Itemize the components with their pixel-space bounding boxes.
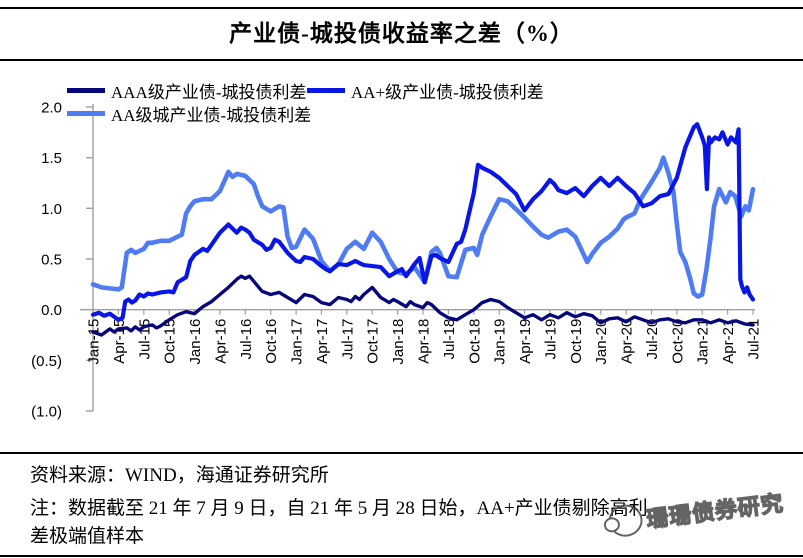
svg-text:Apr-16: Apr-16 (212, 319, 229, 364)
svg-text:Jul-19: Jul-19 (542, 319, 559, 360)
legend-item-aa-plus: AA+级产业债-城投债利差 (307, 79, 544, 102)
source-line: 资料来源：WIND，海通证券研究所 (30, 465, 329, 486)
svg-text:(1.0): (1.0) (31, 404, 62, 421)
svg-text:Apr-20: Apr-20 (619, 319, 636, 364)
note-line-2: 差极端值样本 (30, 526, 145, 547)
footer-divider-line (0, 452, 803, 454)
svg-text:Oct-19: Oct-19 (568, 319, 585, 364)
svg-text:0.5: 0.5 (41, 252, 62, 269)
note-line-1: 注：数据截至 21 年 7 月 9 日，自 21 年 5 月 28 日始，AA+… (30, 498, 648, 519)
svg-text:Jul-17: Jul-17 (339, 319, 356, 360)
svg-text:(0.5): (0.5) (31, 353, 62, 370)
bottom-border-line (0, 555, 803, 557)
footer: 资料来源：WIND，海通证券研究所 注：数据截至 21 年 7 月 9 日，自 … (30, 462, 648, 551)
svg-text:Jul-18: Jul-18 (441, 319, 458, 360)
legend-line-aa-plus-icon (307, 87, 345, 93)
title-divider-line (0, 59, 803, 61)
top-border-line (0, 7, 803, 9)
svg-text:Jan-18: Jan-18 (390, 319, 407, 365)
svg-text:Apr-15: Apr-15 (111, 319, 128, 364)
svg-text:Oct-16: Oct-16 (263, 319, 280, 364)
svg-text:Apr-19: Apr-19 (517, 319, 534, 364)
watermark-panda-logo-icon (606, 502, 645, 539)
legend-line-aaa-icon (67, 87, 105, 93)
legend-item-aa: AA级城产业债-城投债利差 (67, 102, 312, 125)
svg-text:Jan-19: Jan-19 (492, 319, 509, 365)
svg-text:Oct-17: Oct-17 (365, 319, 382, 364)
legend-label-aaa: AAA级产业债-城投债利差 (111, 82, 307, 102)
legend-line-aa-icon (67, 110, 105, 116)
svg-text:Apr-18: Apr-18 (416, 319, 433, 364)
svg-text:1.5: 1.5 (41, 150, 62, 167)
svg-text:1.0: 1.0 (41, 201, 62, 218)
svg-text:Jan-16: Jan-16 (187, 319, 204, 365)
svg-text:Jan-20: Jan-20 (593, 319, 610, 365)
svg-text:Jan-15: Jan-15 (86, 319, 103, 365)
svg-text:Jul-16: Jul-16 (238, 319, 255, 360)
svg-text:Jan-17: Jan-17 (289, 319, 306, 365)
svg-text:Oct-15: Oct-15 (162, 319, 179, 364)
svg-text:Oct-20: Oct-20 (669, 319, 686, 364)
svg-text:Apr-17: Apr-17 (314, 319, 331, 364)
svg-text:Oct-18: Oct-18 (466, 319, 483, 364)
svg-text:Jan-21: Jan-21 (695, 319, 712, 365)
svg-text:Jul-20: Jul-20 (644, 319, 661, 360)
legend-item-aaa: AAA级产业债-城投债利差 (67, 79, 307, 102)
svg-text:0.0: 0.0 (41, 302, 62, 319)
svg-text:Apr-21: Apr-21 (720, 319, 737, 364)
svg-text:2.0: 2.0 (41, 100, 62, 117)
chart-title: 产业债-城投债收益率之差（%） (229, 21, 574, 46)
legend-label-aa-plus: AA+级产业债-城投债利差 (351, 82, 544, 102)
svg-text:Jul-21: Jul-21 (746, 319, 763, 360)
legend-label-aa: AA级城产业债-城投债利差 (111, 105, 312, 125)
